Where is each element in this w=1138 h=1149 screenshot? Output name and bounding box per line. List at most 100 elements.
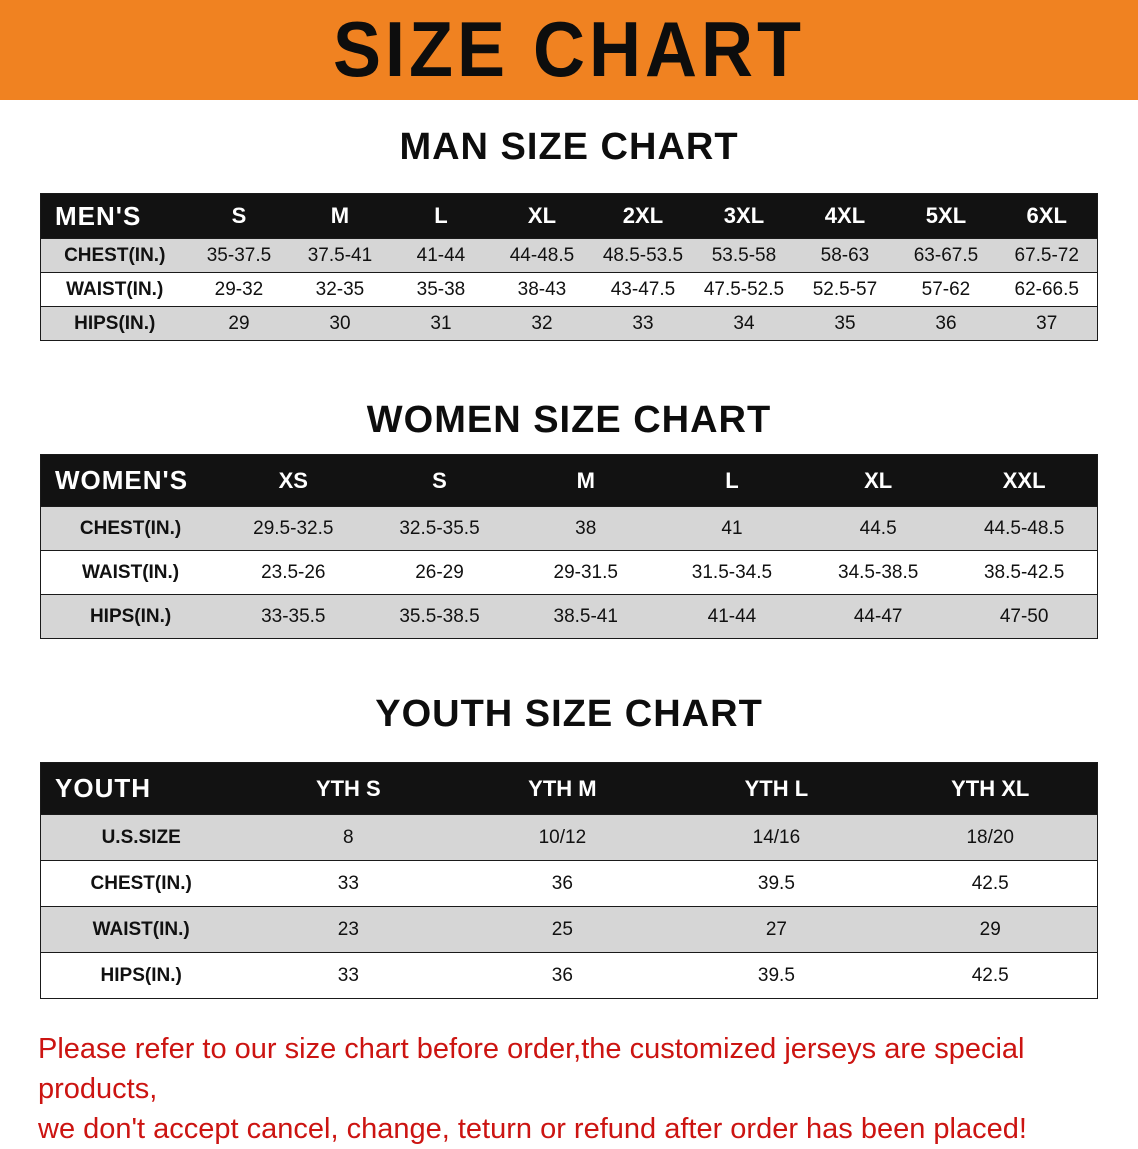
row-label: HIPS(IN.) — [40, 306, 189, 341]
row-label: WAIST(IN.) — [40, 906, 242, 953]
table-title-cell: WOMEN'S — [40, 454, 221, 507]
size-value: 32 — [491, 306, 593, 341]
size-value: 33-35.5 — [220, 594, 367, 639]
banner: SIZE CHART — [0, 0, 1138, 100]
men-section-heading: MAN SIZE CHART — [399, 126, 739, 168]
size-column-header: L — [658, 454, 806, 507]
women-section-heading: WOMEN SIZE CHART — [366, 399, 772, 441]
size-value: 38.5-42.5 — [951, 550, 1098, 595]
size-value: 53.5-58 — [693, 238, 795, 273]
men-size-table: MEN'S S M L XL 2XL 3XL 4XL 5XL 6XL CHEST(IN.) 35-37… — [40, 193, 1098, 341]
table-row: U.S.SIZE 8 10/12 14/16 18/20 — [40, 814, 1098, 861]
size-column-header: S — [366, 454, 513, 507]
size-value: 43-47.5 — [592, 272, 694, 307]
size-value: 8 — [241, 814, 456, 861]
size-column-header: YTH S — [241, 762, 456, 815]
size-value: 26-29 — [366, 550, 513, 595]
size-value: 36 — [455, 860, 670, 907]
size-value: 35-38 — [390, 272, 492, 307]
notice-line-1: Please refer to our size chart before or… — [38, 1033, 1025, 1105]
size-value: 38 — [512, 506, 659, 551]
table-row: CHEST(IN.) 33 36 39.5 42.5 — [40, 860, 1098, 907]
row-label: CHEST(IN.) — [40, 506, 221, 551]
size-value: 47.5-52.5 — [693, 272, 795, 307]
size-value: 35-37.5 — [188, 238, 290, 273]
table-row: HIPS(IN.) 29 30 31 32 33 34 35 36 37 — [40, 306, 1098, 341]
size-value: 36 — [895, 306, 997, 341]
size-column-header: M — [289, 193, 391, 239]
size-column-header: 6XL — [996, 193, 1098, 239]
size-value: 62-66.5 — [996, 272, 1098, 307]
size-column-header: L — [390, 193, 492, 239]
row-label: U.S.SIZE — [40, 814, 242, 861]
size-value: 35 — [794, 306, 896, 341]
table-header-row: WOMEN'S XS S M L XL XXL — [40, 454, 1098, 507]
row-label: CHEST(IN.) — [40, 238, 189, 273]
size-value: 27 — [669, 906, 884, 953]
table-title-cell: MEN'S — [40, 193, 189, 239]
table-row: CHEST(IN.) 29.5-32.5 32.5-35.5 38 41 44.5 44.5… — [40, 506, 1098, 551]
size-value: 23 — [241, 906, 456, 953]
size-column-header: M — [512, 454, 659, 507]
size-value: 33 — [241, 860, 456, 907]
size-value: 29-31.5 — [512, 550, 659, 595]
size-value: 30 — [289, 306, 391, 341]
youth-section: YOUTH SIZE CHART YOUTH YTH S YTH M YTH L YTH… — [0, 693, 1138, 999]
page-title: SIZE CHART — [333, 6, 805, 94]
women-table-wrap: WOMEN'S XS S M L XL XXL CHEST(IN.) 29.5-32.5 32.5… — [0, 454, 1138, 639]
size-value: 41 — [658, 506, 806, 551]
row-label: WAIST(IN.) — [40, 272, 189, 307]
size-value: 52.5-57 — [794, 272, 896, 307]
table-title-cell: YOUTH — [40, 762, 242, 815]
size-value: 47-50 — [951, 594, 1098, 639]
size-column-header: YTH M — [455, 762, 670, 815]
size-column-header: S — [188, 193, 290, 239]
table-row: WAIST(IN.) 29-32 32-35 35-38 38-43 43-47.5 47.… — [40, 272, 1098, 307]
table-row: WAIST(IN.) 23 25 27 29 — [40, 906, 1098, 953]
size-value: 58-63 — [794, 238, 896, 273]
size-column-header: 5XL — [895, 193, 997, 239]
size-value: 36 — [455, 952, 670, 999]
table-row: HIPS(IN.) 33-35.5 35.5-38.5 38.5-41 41-44 44-… — [40, 594, 1098, 639]
size-column-header: 3XL — [693, 193, 795, 239]
size-value: 37.5-41 — [289, 238, 391, 273]
size-column-header: XXL — [951, 454, 1098, 507]
table-row: CHEST(IN.) 35-37.5 37.5-41 41-44 44-48.5 48.5… — [40, 238, 1098, 273]
row-label: CHEST(IN.) — [40, 860, 242, 907]
size-column-header: 2XL — [592, 193, 694, 239]
size-value: 33 — [241, 952, 456, 999]
size-value: 10/12 — [455, 814, 670, 861]
size-value: 18/20 — [883, 814, 1098, 861]
row-label: HIPS(IN.) — [40, 952, 242, 999]
size-value: 29 — [188, 306, 290, 341]
size-value: 67.5-72 — [996, 238, 1098, 273]
size-value: 31 — [390, 306, 492, 341]
size-value: 48.5-53.5 — [592, 238, 694, 273]
size-column-header: YTH XL — [883, 762, 1098, 815]
size-value: 37 — [996, 306, 1098, 341]
size-value: 25 — [455, 906, 670, 953]
size-value: 44.5-48.5 — [951, 506, 1098, 551]
size-column-header: XL — [491, 193, 593, 239]
youth-section-heading: YOUTH SIZE CHART — [375, 693, 763, 735]
row-label: HIPS(IN.) — [40, 594, 221, 639]
size-value: 32.5-35.5 — [366, 506, 513, 551]
footer-notice: Please refer to our size chart before or… — [0, 1029, 1138, 1149]
size-value: 29.5-32.5 — [220, 506, 367, 551]
youth-size-table: YOUTH YTH S YTH M YTH L YTH XL U.S.SIZE 8 10/12… — [40, 762, 1098, 999]
size-value: 34.5-38.5 — [805, 550, 952, 595]
size-value: 33 — [592, 306, 694, 341]
size-value: 44-47 — [805, 594, 952, 639]
size-value: 44-48.5 — [491, 238, 593, 273]
size-value: 39.5 — [669, 860, 884, 907]
size-column-header: 4XL — [794, 193, 896, 239]
size-value: 44.5 — [805, 506, 952, 551]
size-value: 23.5-26 — [220, 550, 367, 595]
size-value: 29 — [883, 906, 1098, 953]
size-value: 41-44 — [390, 238, 492, 273]
women-section: WOMEN SIZE CHART WOMEN'S XS S M L XL XXL CHEST(… — [0, 399, 1138, 639]
size-value: 14/16 — [669, 814, 884, 861]
size-value: 31.5-34.5 — [658, 550, 806, 595]
table-row: HIPS(IN.) 33 36 39.5 42.5 — [40, 952, 1098, 999]
